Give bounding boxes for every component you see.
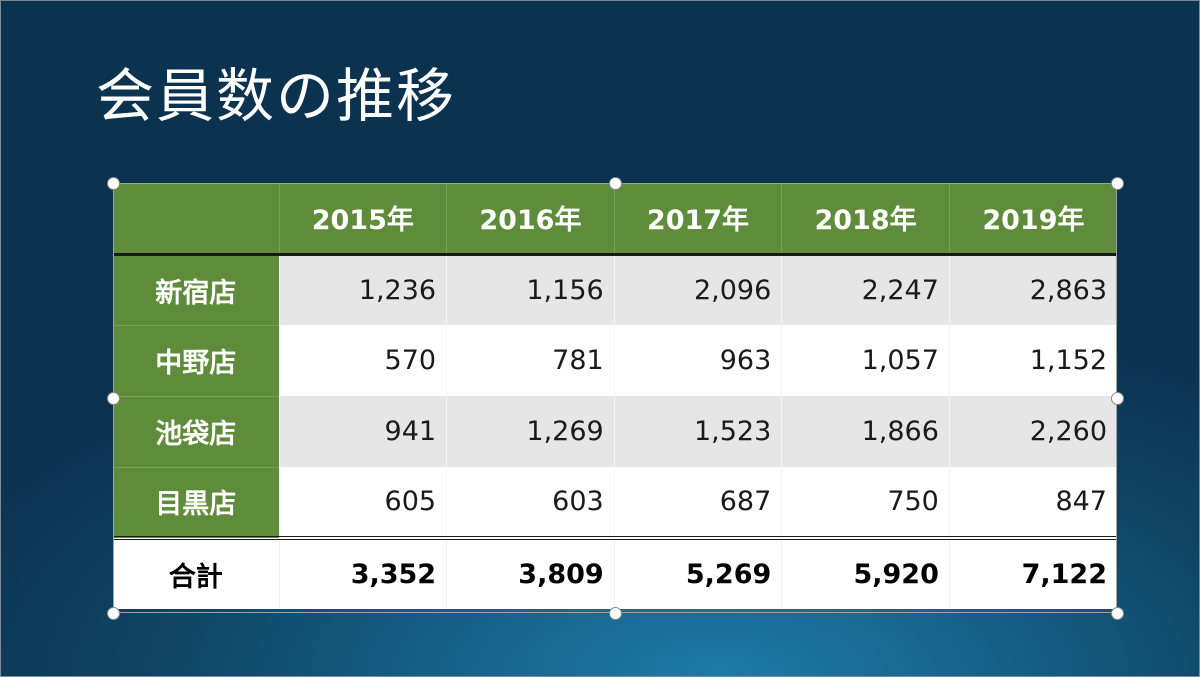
table-cell[interactable]: 2,247 (781, 254, 950, 325)
total-cell[interactable]: 7,122 (948, 536, 1117, 609)
resize-handle-top[interactable] (608, 176, 622, 190)
total-label[interactable]: 合計 (113, 536, 279, 609)
slide-title[interactable]: 会員数の推移 (96, 62, 457, 130)
table-cell[interactable]: 963 (613, 325, 782, 396)
table-row: 池袋店 941 1,269 1,523 1,866 2,260 (113, 395, 1117, 467)
resize-handle-left[interactable] (106, 391, 120, 405)
table-row: 目黒店 605 603 687 750 847 (113, 466, 1117, 538)
total-row: 合計 3,352 3,809 5,269 5,920 7,122 (113, 536, 1117, 609)
table-cell[interactable]: 941 (278, 396, 447, 467)
row-label-nakano[interactable]: 中野店 (113, 324, 279, 396)
total-cell[interactable]: 3,809 (446, 536, 615, 609)
table-row: 中野店 570 781 963 1,057 1,152 (113, 324, 1117, 396)
table-cell[interactable]: 2,260 (948, 396, 1117, 467)
resize-handle-top-left[interactable] (106, 176, 120, 190)
header-year-2017[interactable]: 2017年 (613, 183, 782, 256)
header-row: 2015年 2016年 2017年 2018年 2019年 (113, 183, 1117, 256)
table-cell[interactable]: 2,863 (948, 254, 1117, 325)
row-label-ikebukuro[interactable]: 池袋店 (113, 395, 279, 467)
header-year-2018[interactable]: 2018年 (781, 183, 950, 256)
header-year-2015[interactable]: 2015年 (278, 183, 447, 256)
header-year-2016[interactable]: 2016年 (446, 183, 615, 256)
table-cell[interactable]: 1,152 (948, 325, 1117, 396)
row-label-meguro[interactable]: 目黒店 (113, 466, 279, 538)
table-cell[interactable]: 1,523 (613, 396, 782, 467)
total-cell[interactable]: 5,920 (781, 536, 950, 609)
resize-handle-top-right[interactable] (1110, 176, 1124, 190)
table-cell[interactable]: 605 (278, 467, 447, 538)
row-label-shinjuku[interactable]: 新宿店 (113, 253, 279, 325)
table-row: 新宿店 1,236 1,156 2,096 2,247 2,863 (113, 253, 1117, 325)
table-cell[interactable]: 570 (278, 325, 447, 396)
table-cell[interactable]: 1,057 (781, 325, 950, 396)
table-cell[interactable]: 781 (446, 325, 615, 396)
table-cell[interactable]: 750 (781, 467, 950, 538)
resize-handle-right[interactable] (1110, 391, 1124, 405)
table-cell[interactable]: 2,096 (613, 254, 782, 325)
resize-handle-bottom[interactable] (608, 606, 622, 620)
table-cell[interactable]: 1,236 (278, 254, 447, 325)
table-cell[interactable]: 847 (948, 467, 1117, 538)
resize-handle-bottom-left[interactable] (106, 606, 120, 620)
member-table-container[interactable]: 2015年 2016年 2017年 2018年 2019年 新宿店 1,236 … (113, 183, 1117, 613)
table-cell[interactable]: 1,866 (781, 396, 950, 467)
table-cell[interactable]: 1,156 (446, 254, 615, 325)
member-count-table[interactable]: 2015年 2016年 2017年 2018年 2019年 新宿店 1,236 … (113, 183, 1117, 609)
total-cell[interactable]: 3,352 (278, 536, 447, 609)
table-cell[interactable]: 1,269 (446, 396, 615, 467)
table-cell[interactable]: 603 (446, 467, 615, 538)
resize-handle-bottom-right[interactable] (1110, 606, 1124, 620)
total-cell[interactable]: 5,269 (613, 536, 782, 609)
header-year-2019[interactable]: 2019年 (948, 183, 1117, 256)
header-corner-cell[interactable] (113, 183, 279, 256)
table-cell[interactable]: 687 (613, 467, 782, 538)
